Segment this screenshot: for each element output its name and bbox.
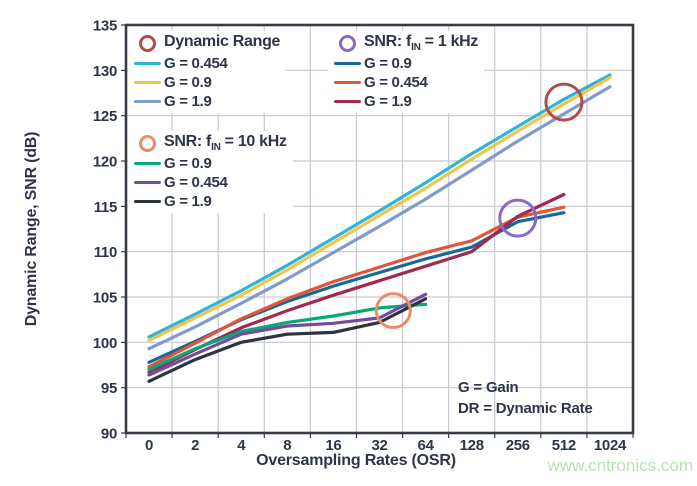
- legend-title-text: Dynamic Range: [164, 32, 281, 50]
- x-tick-label: 16: [325, 437, 341, 454]
- x-tick-label: 8: [283, 437, 291, 454]
- legend-group-snr-1khz: SNR: fIN = 1 kHz G = 0.9 G = 0.454 G = 1…: [328, 31, 485, 113]
- y-tick-label: 115: [94, 199, 117, 216]
- group-marker-circle-dynamic-range: [544, 82, 584, 122]
- y-tick-label: 100: [93, 335, 117, 352]
- y-tick-label: 125: [93, 108, 117, 125]
- y-tick-label: 135: [93, 18, 117, 35]
- legend-marker-cell: [130, 80, 164, 85]
- group-marker-circle-snr-fin-10-khz: [374, 292, 412, 330]
- legend-marker-cell: [130, 199, 164, 204]
- x-tick-label: 64: [418, 437, 435, 454]
- line-swatch-icon: [133, 199, 161, 204]
- legend-marker-cell: [130, 61, 164, 66]
- legend-item: G = 0.9: [130, 73, 280, 92]
- legend-marker-cell: [130, 180, 164, 185]
- legend-item: G = 0.454: [330, 73, 478, 92]
- x-tick-label: 0: [145, 437, 153, 454]
- legend-item-label: G = 0.454: [164, 174, 228, 191]
- x-tick-label: 256: [506, 437, 530, 454]
- gain-definition-note: G = Gain DR = Dynamic Rate: [458, 377, 593, 419]
- legend-title-row: SNR: fIN = 1 kHz: [330, 32, 478, 54]
- legend-title: SNR: fIN = 10 kHz: [164, 133, 287, 153]
- legend-item: G = 0.454: [130, 173, 287, 192]
- legend-item-label: G = 0.9: [164, 155, 212, 172]
- line-swatch-icon: [133, 180, 161, 185]
- x-tick-label: 2: [191, 437, 199, 454]
- line-swatch-icon: [333, 80, 361, 85]
- y-tick-label: 95: [101, 380, 117, 397]
- note-line-2: DR = Dynamic Rate: [458, 400, 593, 417]
- legend-item: G = 1.9: [330, 92, 478, 111]
- series-line-dynamic-range-g-0.454: [147, 73, 612, 339]
- legend-marker-cell: [330, 61, 364, 66]
- x-tick-label: 512: [552, 437, 576, 454]
- series-line-snr-fin-1-khz-g-0.454: [147, 205, 566, 369]
- legend-title-post: = 10 kHz: [220, 132, 287, 150]
- legend-title-text: SNR: f: [164, 132, 212, 150]
- legend-item-label: G = 1.9: [164, 193, 212, 210]
- y-tick-label: 120: [93, 154, 117, 171]
- plot-frame: [124, 23, 635, 435]
- y-axis-label: Dynamic Range, SNR (dB): [23, 131, 40, 327]
- x-tick-label: 128: [460, 437, 484, 454]
- line-swatch-icon: [133, 99, 161, 104]
- line-swatch-icon: [133, 161, 161, 166]
- y-tick-label: 90: [101, 426, 117, 443]
- legend-marker-cell: [330, 34, 364, 52]
- line-swatch-icon: [133, 61, 161, 66]
- line-swatch-icon: [333, 99, 361, 104]
- note-line-1: G = Gain: [458, 379, 519, 396]
- y-tick-label: 105: [93, 290, 117, 307]
- legend-marker-cell: [130, 134, 164, 152]
- legend-item-label: G = 0.454: [164, 55, 228, 72]
- legend-group-snr-10khz: SNR: fIN = 10 kHz G = 0.9 G = 0.454 G = …: [128, 131, 293, 213]
- legend-title-sub: IN: [411, 42, 421, 54]
- legend-marker-cell: [130, 34, 164, 52]
- legend-title-sub: IN: [211, 142, 221, 154]
- line-swatch-icon: [133, 80, 161, 85]
- y-tick-label: 130: [93, 63, 117, 80]
- x-tick-label: 4: [237, 437, 246, 454]
- legend-item-label: G = 0.9: [164, 74, 212, 91]
- series-line-dynamic-range-g-1.9: [147, 85, 612, 351]
- legend-title: Dynamic Range: [164, 33, 280, 53]
- legend-marker-cell: [130, 161, 164, 166]
- legend-item-label: G = 0.454: [364, 74, 428, 91]
- snr-1khz-circle-icon: [338, 34, 356, 52]
- legend-title-row: Dynamic Range: [130, 32, 280, 54]
- group-marker-circle-snr-fin-1-khz: [498, 198, 538, 238]
- legend-item-label: G = 1.9: [164, 93, 212, 110]
- series-line-snr-fin-10-khz-g-0.9: [147, 302, 428, 372]
- legend-title-post: = 1 kHz: [420, 32, 479, 50]
- legend-item: G = 0.454: [130, 54, 280, 73]
- x-axis-label: Oversampling Rates (OSR): [256, 452, 456, 469]
- legend-title-row: SNR: fIN = 10 kHz: [130, 132, 287, 154]
- legend-item: G = 1.9: [130, 92, 280, 111]
- legend-group-dynamic-range: Dynamic Range G = 0.454 G = 0.9 G = 1.9: [128, 31, 287, 113]
- y-tick-label: 110: [94, 244, 117, 261]
- legend-marker-cell: [330, 99, 364, 104]
- legend-title: SNR: fIN = 1 kHz: [364, 33, 478, 53]
- legend-marker-cell: [330, 80, 364, 85]
- series-line-dynamic-range-g-0.9: [147, 75, 612, 343]
- legend-item-label: G = 0.9: [364, 55, 412, 72]
- legend-item: G = 1.9: [130, 192, 287, 211]
- legend-title-text: SNR: f: [364, 32, 412, 50]
- x-tick-label: 1024: [594, 437, 627, 454]
- dynamic-range-circle-icon: [138, 34, 156, 52]
- x-tick-label: 32: [371, 437, 387, 454]
- legend-item-label: G = 1.9: [364, 93, 412, 110]
- legend-item: G = 0.9: [130, 154, 287, 173]
- snr-10khz-circle-icon: [138, 134, 156, 152]
- legend-item: G = 0.9: [330, 54, 478, 73]
- line-swatch-icon: [333, 61, 361, 66]
- legend-marker-cell: [130, 99, 164, 104]
- watermark-text: www.cntronics.com: [547, 456, 693, 475]
